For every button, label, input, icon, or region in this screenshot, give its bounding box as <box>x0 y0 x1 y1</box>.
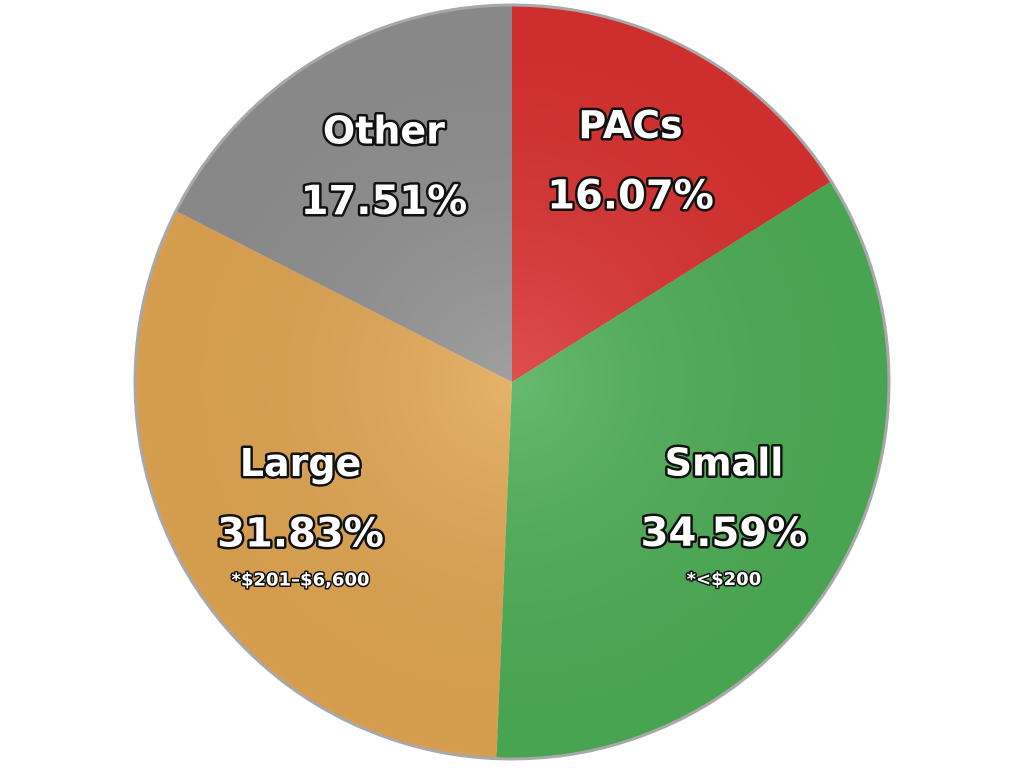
slice-value-label: 31.83% <box>217 511 384 557</box>
slice-label: Other <box>323 109 445 153</box>
slice-label: Small <box>665 440 784 484</box>
slice-label: Large <box>240 441 362 485</box>
slice-label: PACs <box>578 103 682 147</box>
slice-value-label: 17.51% <box>301 178 468 224</box>
labels: PACs 16.07% Small 34.59% *<$200 Large 31.83% *$… <box>215 101 810 593</box>
slice-value-label: 34.59% <box>641 510 808 556</box>
slice-note: *$201–$6,600 <box>232 570 370 591</box>
slice-value-label: 16.07% <box>547 173 714 219</box>
slice-note: *<$200 <box>687 569 762 590</box>
pie-outline <box>133 3 891 761</box>
